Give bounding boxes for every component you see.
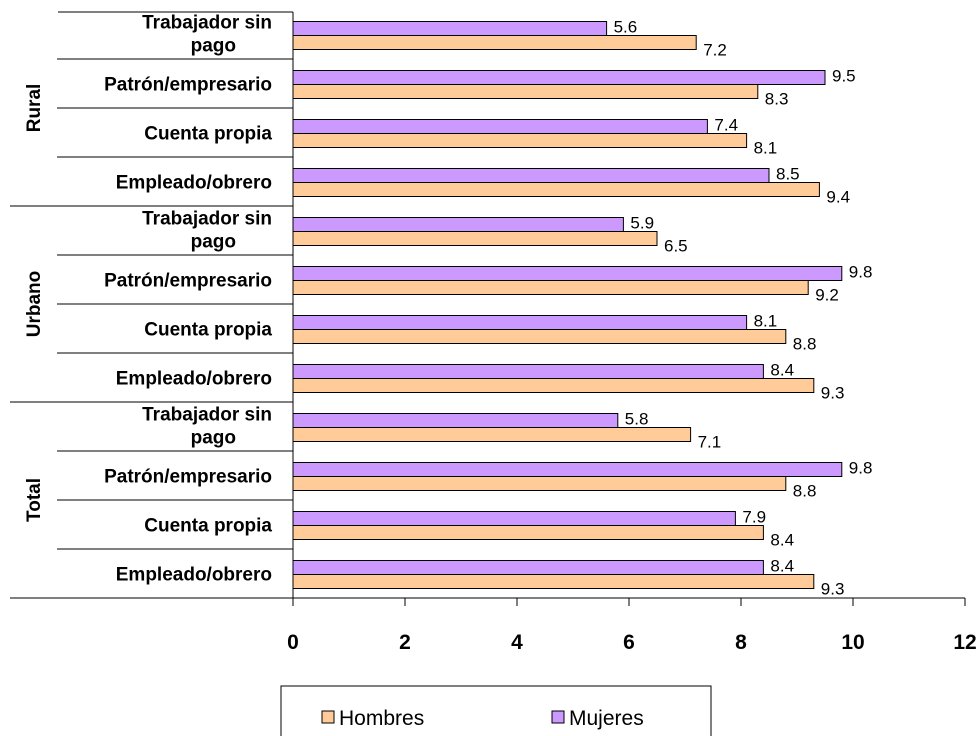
bar-hombres xyxy=(292,133,748,148)
category-label: Patrón/empresario xyxy=(104,467,272,488)
bar-mujeres xyxy=(292,511,736,526)
data-label-mujeres: 7.9 xyxy=(742,508,766,527)
bar-mujeres xyxy=(292,168,770,183)
category-label: Trabajador sin xyxy=(142,405,272,426)
bar-mujeres xyxy=(292,119,708,134)
group-label: Total xyxy=(24,478,45,522)
bar-mujeres xyxy=(292,21,608,36)
bar-hombres xyxy=(292,35,697,50)
x-tick-label: 4 xyxy=(511,631,523,654)
legend-swatch-mujeres xyxy=(551,710,565,724)
x-tick-label: 8 xyxy=(735,631,747,654)
group-label: Urbano xyxy=(24,271,45,338)
bar-hombres xyxy=(292,231,658,246)
bar-hombres xyxy=(292,378,815,393)
bar-hombres xyxy=(292,574,815,589)
category-label: Trabajador sin xyxy=(142,209,272,230)
x-tick-label: 0 xyxy=(287,631,299,654)
data-label-hombres: 9.3 xyxy=(821,580,845,599)
bar-mujeres xyxy=(292,364,764,379)
bar-mujeres xyxy=(292,266,843,281)
bar-hombres xyxy=(292,280,809,295)
data-label-mujeres: 5.9 xyxy=(630,214,654,233)
data-label-hombres: 6.5 xyxy=(664,237,688,256)
category-label: Empleado/obrero xyxy=(116,565,272,586)
category-label: Trabajador sin xyxy=(142,13,272,34)
category-label: Cuenta propia xyxy=(144,124,272,145)
category-label: Empleado/obrero xyxy=(116,369,272,390)
data-label-mujeres: 9.8 xyxy=(849,263,873,282)
data-label-mujeres: 8.4 xyxy=(770,361,794,380)
bar-mujeres xyxy=(292,560,764,575)
legend-label-mujeres: Mujeres xyxy=(569,707,644,730)
data-label-hombres: 7.2 xyxy=(703,41,727,60)
category-label: pago xyxy=(191,428,236,449)
data-label-hombres: 8.4 xyxy=(770,531,794,550)
category-label: Cuenta propia xyxy=(144,320,272,341)
bar-mujeres xyxy=(292,315,748,330)
bar-hombres xyxy=(292,182,820,197)
data-label-hombres: 8.3 xyxy=(765,90,789,109)
bar-hombres xyxy=(292,525,764,540)
bar-mujeres xyxy=(292,217,624,232)
data-label-hombres: 9.4 xyxy=(826,188,850,207)
data-label-hombres: 7.1 xyxy=(698,433,722,452)
data-label-mujeres: 5.6 xyxy=(614,18,638,37)
bar-mujeres xyxy=(292,413,619,428)
legend-box xyxy=(280,685,712,736)
bar-hombres xyxy=(292,84,759,99)
data-label-mujeres: 9.5 xyxy=(832,67,856,86)
category-label: Patrón/empresario xyxy=(104,271,272,292)
category-label: Cuenta propia xyxy=(144,516,272,537)
bar-hombres xyxy=(292,427,692,442)
bar-hombres xyxy=(292,476,787,491)
data-label-mujeres: 7.4 xyxy=(714,116,738,135)
category-label: pago xyxy=(191,36,236,57)
data-label-mujeres: 9.8 xyxy=(849,459,873,478)
data-label-hombres: 8.8 xyxy=(793,482,817,501)
x-tick-label: 6 xyxy=(623,631,635,654)
legend-label-hombres: Hombres xyxy=(339,707,424,730)
bar-hombres xyxy=(292,329,787,344)
legend-swatch-hombres xyxy=(321,710,335,724)
data-label-mujeres: 8.5 xyxy=(776,165,800,184)
data-label-hombres: 9.3 xyxy=(821,384,845,403)
data-label-hombres: 9.2 xyxy=(815,286,839,305)
bar-mujeres xyxy=(292,70,826,85)
category-label: pago xyxy=(191,232,236,253)
x-tick-label: 10 xyxy=(841,631,864,654)
data-label-hombres: 8.1 xyxy=(754,139,778,158)
data-label-mujeres: 8.4 xyxy=(770,557,794,576)
bar-mujeres xyxy=(292,462,843,477)
data-label-mujeres: 5.8 xyxy=(625,410,649,429)
data-label-hombres: 8.8 xyxy=(793,335,817,354)
data-label-mujeres: 8.1 xyxy=(754,312,778,331)
category-label: Patrón/empresario xyxy=(104,75,272,96)
x-tick-label: 12 xyxy=(953,631,976,654)
x-tick-label: 2 xyxy=(399,631,411,654)
group-label: Rural xyxy=(24,84,45,133)
category-label: Empleado/obrero xyxy=(116,173,272,194)
